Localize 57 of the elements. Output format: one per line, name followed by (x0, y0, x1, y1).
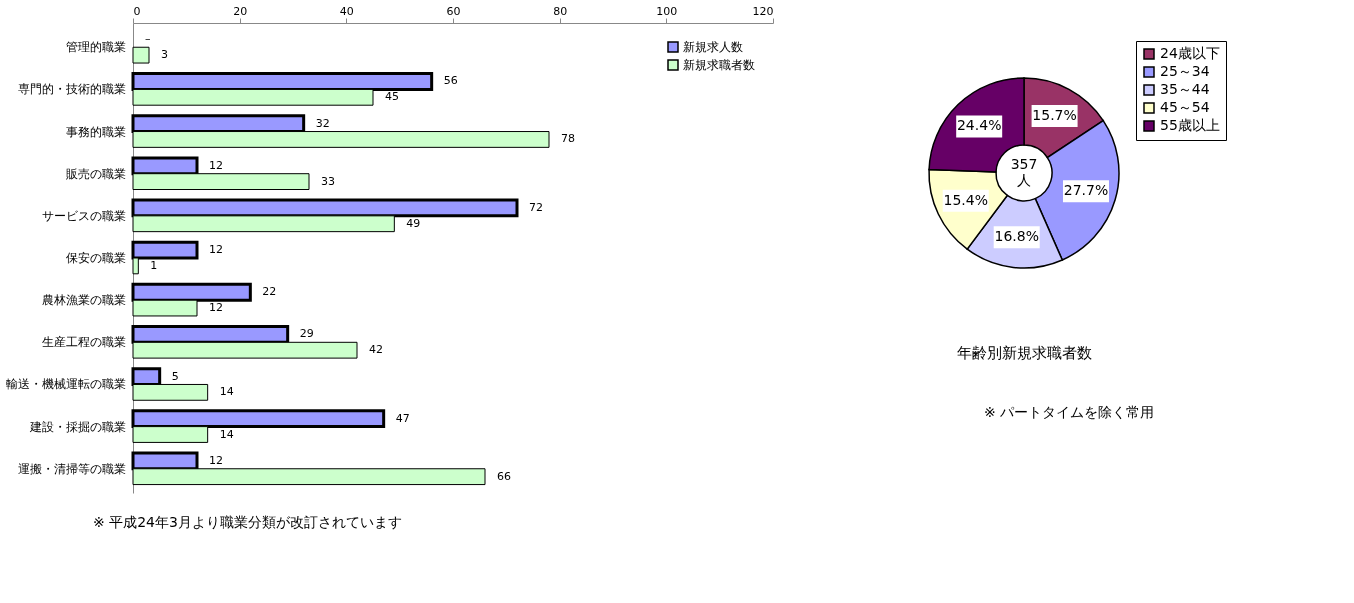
text: ※ パートタイムを除く常用 (984, 404, 1155, 420)
y-tick-label: 輸送・機械運転の職業 (5, 377, 126, 392)
data-label: 78 (561, 132, 575, 146)
data-label: 12 (209, 158, 223, 172)
bar (132, 46, 150, 64)
data-label: 29 (299, 327, 314, 341)
x-tick-label: 60 (446, 4, 461, 18)
legend-label: 新規求人数 (683, 40, 743, 54)
text: 年齢別新規求職者数 (956, 344, 1092, 362)
data-label: 32 (315, 116, 330, 130)
data-label: 56 (443, 74, 458, 88)
y-tick-label: 販売の職業 (65, 166, 126, 181)
data-label: 66 (497, 469, 511, 483)
data-label: 15.4% (943, 191, 988, 208)
legend-label: 45～54 (1160, 99, 1210, 115)
data-label: 45 (385, 90, 399, 104)
y-tick-label: 建設・採掘の職業 (28, 419, 126, 434)
text: ※ 平成24年3月より職業分類が改訂されています (93, 514, 402, 530)
x-tick-label: 40 (339, 4, 354, 18)
data-label: 27.7% (1063, 182, 1109, 199)
x-tick-label: 0 (133, 4, 141, 18)
data-label: 49 (406, 216, 421, 230)
data-label: 12 (209, 243, 223, 257)
y-tick-label: サービスの職業 (41, 208, 126, 223)
text: – (145, 32, 151, 46)
y-tick-label: 管理的職業 (65, 40, 126, 55)
data-label: 1 (150, 258, 158, 272)
x-tick-label: 20 (233, 4, 248, 18)
y-tick-label: 保安の職業 (65, 251, 126, 265)
data-label: 42 (369, 343, 383, 357)
data-label: 72 (529, 200, 543, 214)
legend-label: 55歳以上 (1160, 117, 1220, 133)
data-label: 12 (209, 301, 223, 315)
data-label: 24.4% (956, 117, 1002, 134)
x-tick-label: 80 (553, 4, 568, 18)
legend-label: 24歳以下 (1160, 45, 1220, 61)
y-tick-label: 運搬・清掃等の職業 (17, 461, 126, 476)
y-tick-label: 農林漁業の職業 (41, 293, 126, 308)
y-tick-label: 生産工程の職業 (41, 335, 126, 350)
data-label: 14 (219, 385, 234, 399)
text: 357 人 (1010, 156, 1038, 188)
y-tick-label: 事務的職業 (65, 124, 126, 139)
data-label: 16.8% (994, 228, 1039, 245)
data-label: 15.7% (1032, 107, 1077, 124)
data-label: 14 (219, 427, 234, 441)
data-label: 47 (395, 411, 410, 425)
x-tick-label: 100 (656, 4, 678, 18)
legend-label: 35～44 (1160, 81, 1210, 97)
x-tick-label: 120 (752, 4, 774, 18)
legend-label: 25～34 (1160, 63, 1210, 79)
data-label: 3 (161, 48, 168, 62)
data-label: 5 (171, 369, 179, 383)
data-label: 22 (262, 285, 277, 299)
y-tick-label: 専門的・技術的職業 (17, 82, 126, 97)
data-label: 33 (321, 174, 335, 188)
legend-label: 新規求職者数 (683, 58, 755, 72)
data-label: 12 (209, 453, 223, 467)
